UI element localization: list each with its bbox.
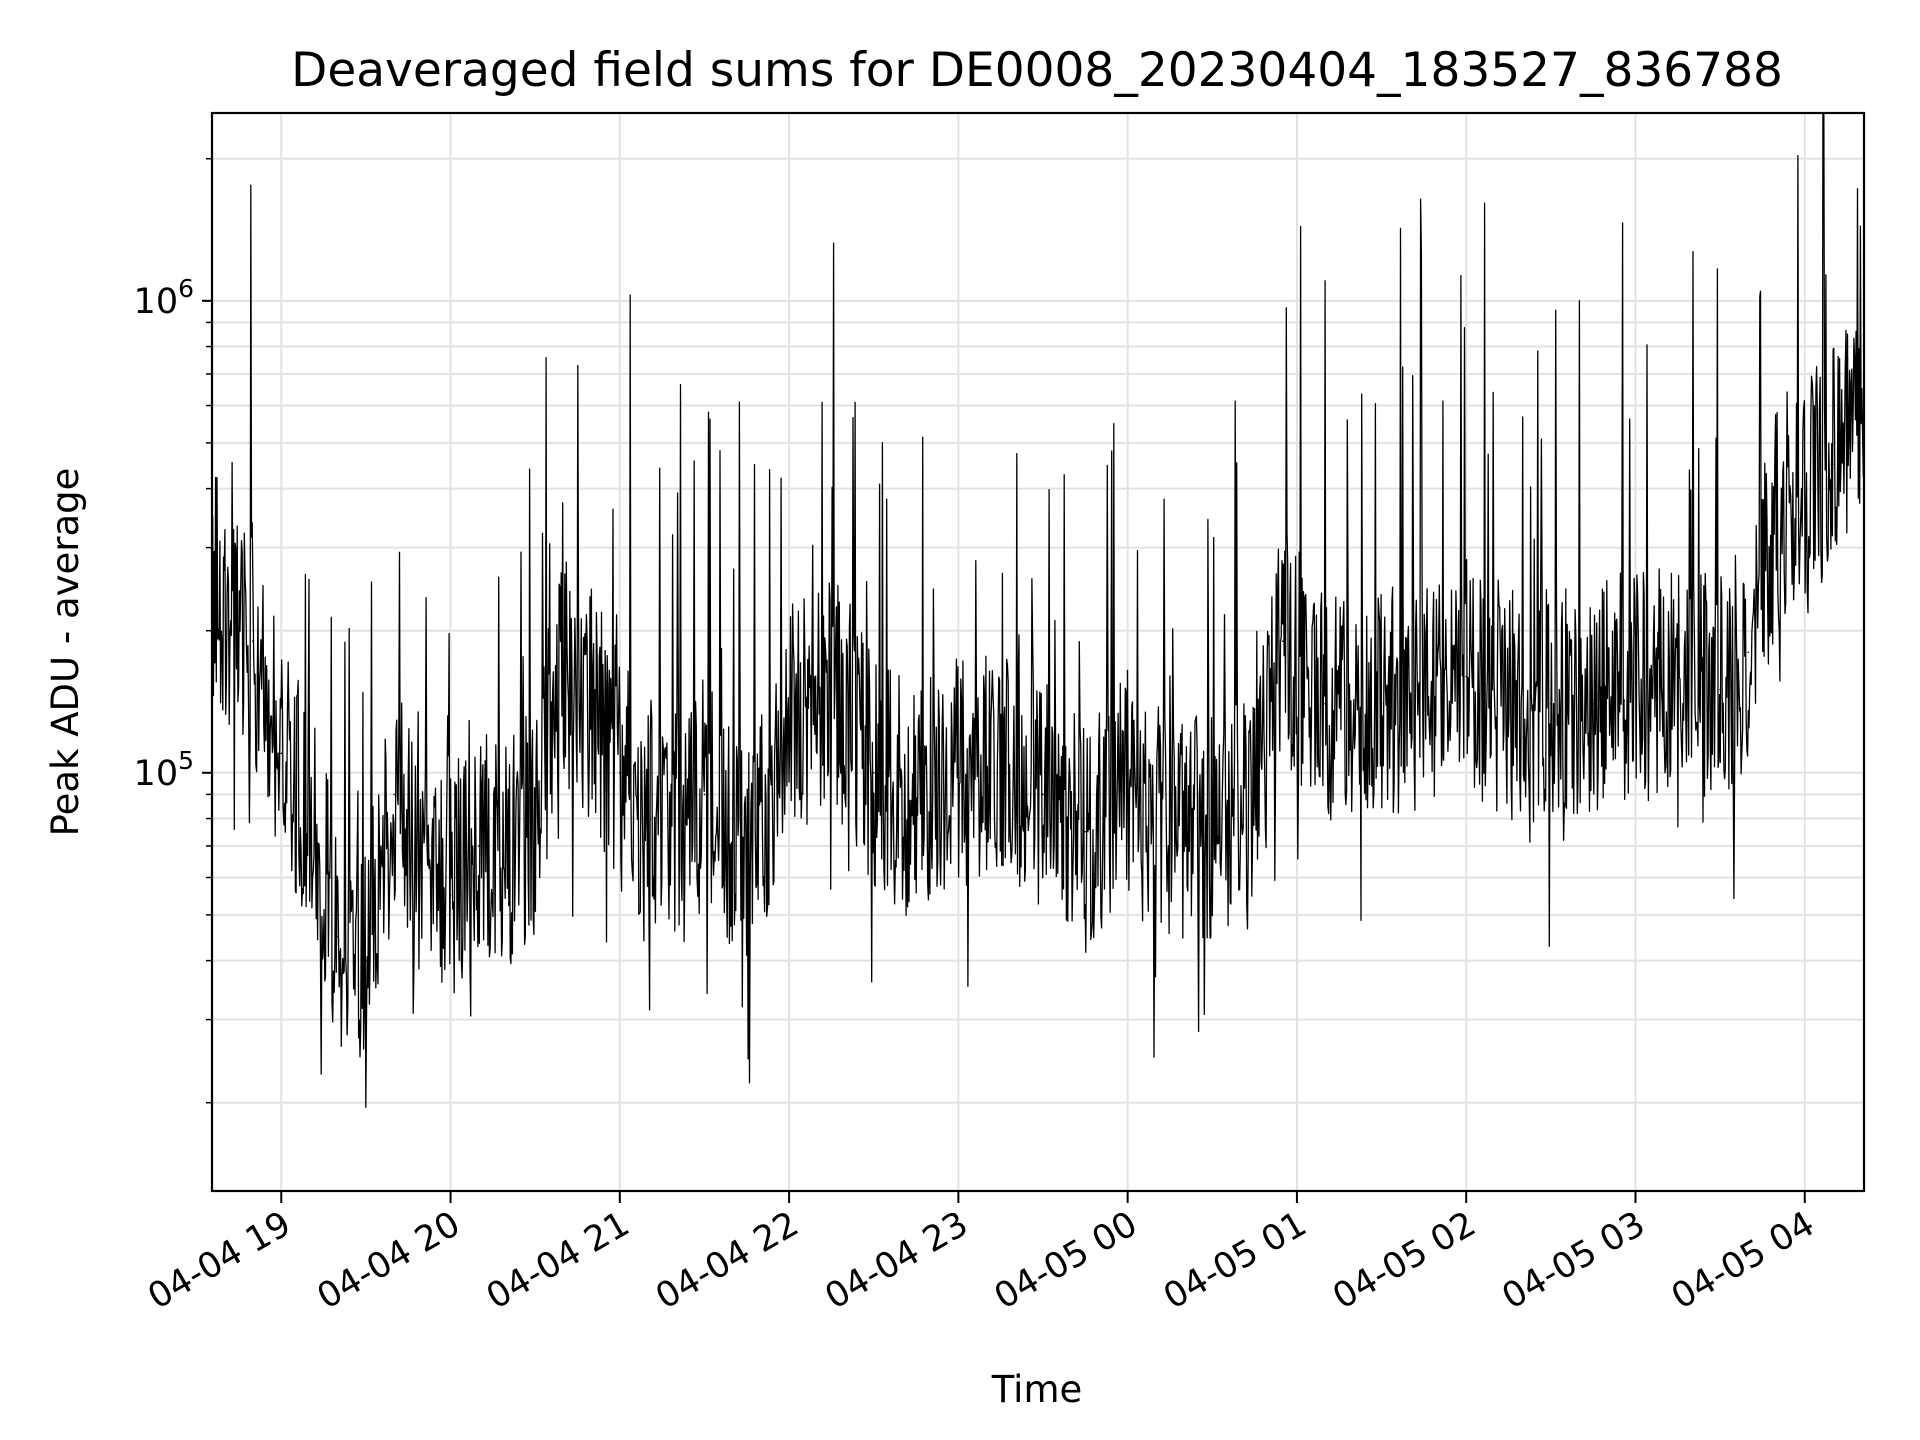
data-point	[1324, 703, 1326, 705]
data-point	[252, 640, 254, 642]
y-tick-exponent: 5	[178, 746, 194, 775]
plot-area	[212, 113, 1864, 1108]
data-point	[619, 772, 621, 774]
data-point	[1169, 817, 1171, 820]
series-line	[212, 113, 1864, 1108]
data-point	[1253, 782, 1256, 785]
data-point	[1126, 782, 1129, 785]
data-point	[703, 793, 706, 796]
data-point	[1211, 831, 1214, 833]
data-point	[308, 817, 311, 820]
data-point	[562, 663, 565, 665]
data-point	[746, 876, 748, 879]
y-axis-label: Peak ADU - average	[44, 468, 87, 837]
data-point	[1042, 793, 1044, 796]
data-point	[1747, 651, 1750, 654]
chart-title: Deaveraged field sums for DE0008_2023040…	[291, 43, 1783, 98]
y-tick-label: 105	[134, 746, 194, 794]
data-point	[999, 752, 1002, 755]
data-point	[1804, 498, 1806, 501]
data-point	[280, 752, 283, 755]
data-point	[534, 817, 536, 820]
plot-frame	[210, 111, 1866, 1193]
y-tick-base: 10	[134, 282, 179, 322]
data-point	[1507, 703, 1510, 705]
data-point	[1775, 515, 1778, 517]
data-point	[1423, 688, 1425, 691]
data-point	[365, 959, 367, 962]
data-point	[590, 703, 593, 705]
data-point	[336, 935, 339, 938]
data-point	[478, 845, 480, 847]
data-point	[1832, 463, 1834, 466]
data-point	[872, 772, 875, 774]
data-point	[1084, 831, 1087, 833]
data-point	[1592, 703, 1594, 705]
data-point	[506, 860, 508, 862]
data-point	[212, 584, 215, 586]
data-point	[661, 831, 663, 833]
data-point	[421, 876, 424, 879]
x-axis-label: Time	[991, 1368, 1083, 1411]
data-point	[1677, 688, 1679, 691]
y-tick-base: 10	[134, 754, 179, 794]
data-point	[788, 718, 790, 720]
data-point	[1860, 422, 1862, 425]
data-point	[393, 793, 395, 796]
data-point	[915, 805, 917, 807]
data-point	[1550, 703, 1552, 705]
data-point	[957, 772, 960, 774]
data-point	[1465, 675, 1467, 678]
data-point	[1282, 640, 1284, 642]
data-point	[830, 688, 833, 691]
y-tick-label: 106	[134, 274, 194, 322]
data-point	[1380, 703, 1383, 705]
data-point	[1634, 682, 1637, 684]
data-point	[449, 894, 452, 897]
data-point	[1719, 688, 1721, 691]
y-tick-exponent: 6	[178, 274, 194, 303]
